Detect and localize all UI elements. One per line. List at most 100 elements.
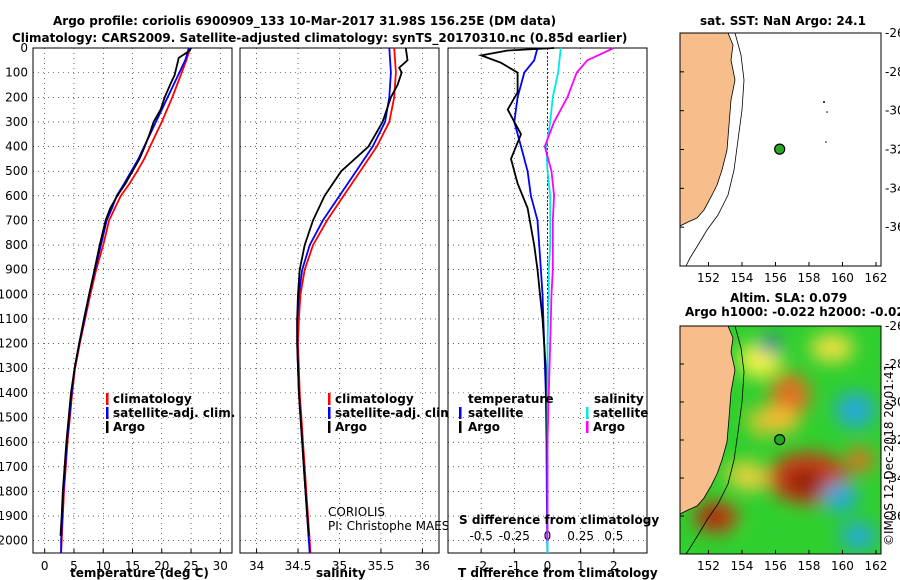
legend-t-satellite-swatch bbox=[459, 407, 462, 419]
sla-blob bbox=[846, 448, 874, 472]
australia-coastline bbox=[680, 33, 736, 227]
depth-tick-label: 500 bbox=[5, 164, 28, 178]
salinity-axis-ticks: 34 34.5 35 35.5 36 bbox=[249, 549, 430, 573]
depth-tick-label: 800 bbox=[5, 238, 28, 252]
sla-blob bbox=[787, 470, 823, 494]
temperature-legend: climatology satellite-adj. clim. Argo bbox=[106, 392, 235, 434]
x-tick-label: 34.5 bbox=[285, 559, 312, 573]
legend-s-argo-swatch bbox=[586, 421, 589, 433]
latitude-tick-label: -26 bbox=[885, 26, 900, 40]
legend-argo-swatch bbox=[106, 421, 109, 433]
imos-watermark: ©IMOS 12-Dec-2018 20:01:41 bbox=[882, 364, 896, 546]
latitude-tick-label: -34 bbox=[885, 471, 900, 485]
x-tick-label: -1 bbox=[508, 559, 520, 573]
depth-tick-label: 2000 bbox=[0, 534, 28, 548]
x-tick-label: 5 bbox=[70, 559, 78, 573]
argo-float-marker[interactable] bbox=[774, 143, 786, 155]
sla-blob bbox=[810, 334, 854, 362]
legend-s-satellite-swatch bbox=[586, 407, 589, 419]
longitude-tick-label: 162 bbox=[865, 271, 888, 285]
s-tick-label: -0.5 bbox=[469, 529, 492, 543]
latitude-tick-label: -34 bbox=[885, 181, 900, 195]
series-line-s-argo bbox=[543, 47, 615, 541]
longitude-tick-label: 158 bbox=[798, 559, 821, 573]
data-centre-label: CORIOLIS bbox=[328, 505, 385, 519]
sla-blob bbox=[840, 522, 876, 550]
t-difference-axis-ticks: -2 -1 0 1 2 bbox=[475, 549, 618, 573]
sla-blob bbox=[835, 392, 875, 428]
legend-satellite-swatch bbox=[106, 407, 109, 419]
latitude-tick-label: -30 bbox=[885, 395, 900, 409]
sla-map: Altim. SLA: 0.079 Argo h1000: -0.022 h20… bbox=[679, 291, 900, 573]
x-tick-label: 20 bbox=[154, 559, 169, 573]
latitude-tick-label: -36 bbox=[885, 220, 900, 234]
depth-tick-label: 1200 bbox=[0, 337, 28, 351]
longitude-tick-label: 152 bbox=[697, 271, 720, 285]
t-difference-axis-label: T difference from climatology bbox=[458, 566, 658, 580]
series-line-argo bbox=[296, 47, 409, 536]
sla-blob bbox=[822, 482, 858, 512]
s-tick-label: -0.25 bbox=[499, 529, 530, 543]
longitude-tick-label: 156 bbox=[764, 271, 787, 285]
temperature-series bbox=[59, 47, 192, 554]
s-tick-label: 0.5 bbox=[604, 529, 623, 543]
longitude-tick-label: 158 bbox=[798, 271, 821, 285]
sst-latitude-ticks: -26 -28 -30 -32 -34 -36 bbox=[680, 26, 900, 234]
sst-longitude-ticks: 152 154 156 158 160 162 bbox=[697, 262, 887, 285]
longitude-tick-label: 160 bbox=[831, 559, 854, 573]
depth-tick-label: 1100 bbox=[0, 312, 28, 326]
sla-blob bbox=[750, 406, 800, 434]
x-tick-label: 15 bbox=[125, 559, 140, 573]
sla-map-subtitle: Argo h1000: -0.022 h2000: -0.02 bbox=[685, 305, 900, 319]
depth-tick-label: 200 bbox=[5, 90, 28, 104]
temperature-axis-ticks: 0 5 10 15 20 25 30 bbox=[41, 549, 228, 573]
legend-salinity-title: salinity bbox=[594, 392, 644, 406]
depth-tick-label: 1900 bbox=[0, 509, 28, 523]
figure-title-line2: Climatology: CARS2009. Satellite-adjuste… bbox=[12, 31, 627, 46]
sst-map-title: sat. SST: NaN Argo: 24.1 bbox=[700, 14, 866, 28]
longitude-tick-label: 154 bbox=[731, 271, 754, 285]
depth-tick-label: 100 bbox=[5, 66, 28, 80]
salinity-series bbox=[296, 47, 409, 554]
legend-climatology-swatch bbox=[328, 393, 331, 405]
legend-climatology: climatology bbox=[113, 392, 192, 406]
longitude-tick-label: 160 bbox=[831, 271, 854, 285]
legend-argo: Argo bbox=[335, 420, 367, 434]
latitude-tick-label: -30 bbox=[885, 104, 900, 118]
sla-latitude-ticks: -26 -28 -30 -32 -34 -36 bbox=[680, 319, 900, 523]
depth-tick-label: 0 bbox=[20, 41, 28, 55]
depth-tick-label: 300 bbox=[5, 115, 28, 129]
legend-argo: Argo bbox=[113, 420, 145, 434]
x-tick-label: 10 bbox=[96, 559, 111, 573]
argo-float-marker[interactable] bbox=[774, 434, 786, 446]
x-tick-label: 2 bbox=[610, 559, 618, 573]
latitude-tick-label: -32 bbox=[885, 433, 900, 447]
x-tick-label: 35 bbox=[332, 559, 347, 573]
legend-climatology-swatch bbox=[106, 393, 109, 405]
legend-s-argo: Argo bbox=[593, 420, 625, 434]
legend-t-argo: Argo bbox=[468, 420, 500, 434]
sla-longitude-ticks: 152 154 156 158 160 162 bbox=[697, 550, 887, 573]
longitude-tick-label: 154 bbox=[731, 559, 754, 573]
series-line-t-argo bbox=[477, 47, 555, 541]
x-tick-label: 35.5 bbox=[368, 559, 395, 573]
s-difference-axis-label: S difference from climatology bbox=[459, 513, 659, 527]
legend-satellite: satellite-adj. clim. bbox=[113, 406, 235, 420]
depth-tick-label: 1400 bbox=[0, 386, 28, 400]
latitude-tick-label: -28 bbox=[885, 357, 900, 371]
island-marker bbox=[825, 141, 827, 143]
x-tick-label: -2 bbox=[475, 559, 487, 573]
depth-tick-label: 1000 bbox=[0, 287, 28, 301]
x-tick-label: 1 bbox=[577, 559, 585, 573]
latitude-tick-label: -36 bbox=[885, 509, 900, 523]
depth-tick-label: 900 bbox=[5, 263, 28, 277]
x-tick-label: 30 bbox=[213, 559, 228, 573]
legend-temperature-title: temperature bbox=[468, 392, 553, 406]
legend-satellite: satellite-adj. clim. bbox=[335, 406, 457, 420]
sla-blob bbox=[702, 509, 722, 525]
latitude-tick-label: -32 bbox=[885, 143, 900, 157]
salinity-grid bbox=[240, 47, 439, 553]
sla-blob bbox=[728, 466, 772, 490]
australia-coastline bbox=[680, 326, 736, 515]
